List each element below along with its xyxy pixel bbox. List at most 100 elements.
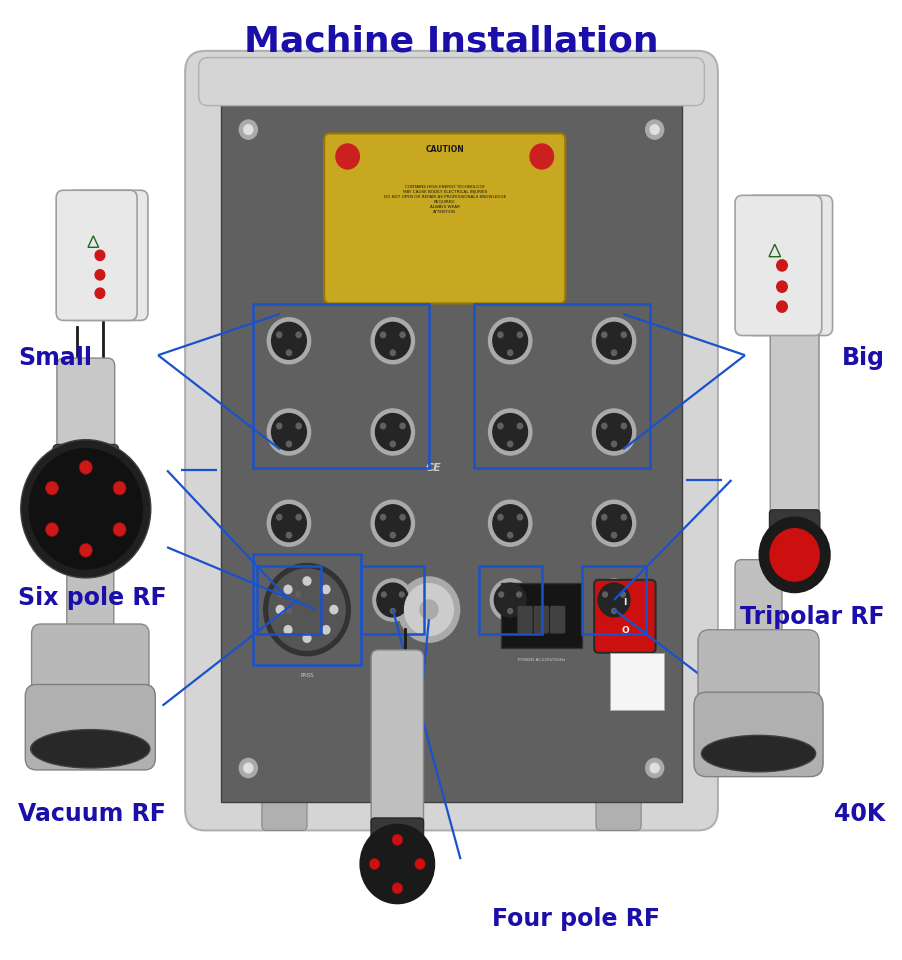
Circle shape: [263, 564, 350, 656]
Circle shape: [272, 323, 306, 359]
FancyBboxPatch shape: [745, 196, 832, 336]
Circle shape: [596, 414, 630, 450]
Circle shape: [267, 409, 310, 455]
Circle shape: [414, 858, 425, 870]
FancyBboxPatch shape: [53, 444, 118, 492]
Text: 40K: 40K: [833, 802, 884, 826]
Circle shape: [507, 533, 512, 538]
Circle shape: [95, 270, 105, 280]
Circle shape: [95, 251, 105, 260]
Circle shape: [391, 882, 402, 894]
Circle shape: [649, 125, 658, 134]
Circle shape: [390, 533, 395, 538]
Circle shape: [269, 569, 345, 650]
Text: PASS: PASS: [299, 673, 314, 678]
Circle shape: [380, 515, 385, 520]
Circle shape: [601, 515, 606, 520]
Circle shape: [645, 120, 663, 139]
Circle shape: [296, 332, 301, 338]
Circle shape: [592, 409, 635, 455]
Text: Vacuum RF: Vacuum RF: [18, 802, 166, 826]
Circle shape: [507, 350, 512, 355]
Circle shape: [391, 834, 402, 846]
Text: O: O: [621, 626, 628, 635]
Circle shape: [497, 515, 502, 520]
Circle shape: [29, 448, 143, 569]
Circle shape: [284, 586, 291, 593]
Circle shape: [371, 409, 414, 455]
FancyBboxPatch shape: [185, 51, 717, 830]
Text: I: I: [622, 598, 626, 607]
Text: CONTAINS HIGH-ENERGY TECHNOLOGY
MAY CAUSE BODILY ELECTRICAL INJURIES
DO NOT OPEN: CONTAINS HIGH-ENERGY TECHNOLOGY MAY CAUS…: [383, 185, 505, 214]
Circle shape: [276, 515, 281, 520]
Circle shape: [621, 332, 626, 338]
Circle shape: [296, 423, 301, 429]
Circle shape: [390, 350, 395, 355]
Circle shape: [79, 543, 92, 557]
Circle shape: [400, 515, 405, 520]
Circle shape: [758, 516, 830, 593]
Circle shape: [516, 592, 521, 597]
FancyBboxPatch shape: [769, 510, 819, 546]
Circle shape: [611, 350, 616, 355]
Circle shape: [594, 579, 633, 621]
Circle shape: [272, 505, 306, 541]
Circle shape: [295, 592, 300, 597]
Circle shape: [375, 414, 410, 450]
Circle shape: [601, 332, 606, 338]
Text: CAUTION: CAUTION: [425, 145, 464, 154]
Circle shape: [492, 323, 527, 359]
Circle shape: [398, 577, 459, 642]
Circle shape: [286, 609, 291, 613]
FancyBboxPatch shape: [198, 58, 704, 106]
Circle shape: [488, 500, 531, 546]
Circle shape: [336, 144, 359, 169]
FancyBboxPatch shape: [67, 550, 114, 650]
Circle shape: [373, 579, 412, 621]
FancyBboxPatch shape: [769, 320, 818, 525]
Circle shape: [419, 600, 437, 619]
Circle shape: [620, 592, 625, 597]
Circle shape: [497, 423, 502, 429]
Circle shape: [649, 763, 658, 773]
Circle shape: [498, 592, 503, 597]
Circle shape: [497, 332, 502, 338]
Circle shape: [400, 332, 405, 338]
Circle shape: [276, 423, 281, 429]
Circle shape: [490, 579, 529, 621]
Circle shape: [79, 461, 92, 474]
FancyBboxPatch shape: [549, 606, 565, 634]
Circle shape: [611, 609, 616, 613]
FancyBboxPatch shape: [56, 190, 137, 321]
FancyBboxPatch shape: [595, 797, 640, 830]
Circle shape: [380, 423, 385, 429]
Circle shape: [776, 260, 787, 271]
Circle shape: [244, 125, 253, 134]
Circle shape: [284, 626, 291, 634]
FancyBboxPatch shape: [694, 692, 823, 777]
Circle shape: [375, 323, 410, 359]
Circle shape: [399, 592, 404, 597]
FancyBboxPatch shape: [609, 653, 663, 710]
Circle shape: [492, 414, 527, 450]
Circle shape: [400, 423, 405, 429]
Circle shape: [517, 423, 522, 429]
Circle shape: [276, 332, 281, 338]
Circle shape: [507, 442, 512, 446]
Circle shape: [359, 824, 435, 904]
Circle shape: [272, 583, 305, 617]
FancyBboxPatch shape: [517, 606, 532, 634]
FancyBboxPatch shape: [734, 560, 781, 660]
FancyBboxPatch shape: [57, 358, 115, 468]
Circle shape: [621, 515, 626, 520]
Circle shape: [597, 583, 630, 617]
Ellipse shape: [31, 730, 150, 768]
Text: Tripolar RF: Tripolar RF: [740, 605, 884, 629]
Circle shape: [596, 505, 630, 541]
Circle shape: [371, 318, 414, 364]
FancyBboxPatch shape: [262, 797, 307, 830]
Circle shape: [286, 442, 291, 446]
FancyBboxPatch shape: [697, 630, 818, 732]
Circle shape: [286, 350, 291, 355]
Circle shape: [592, 318, 635, 364]
